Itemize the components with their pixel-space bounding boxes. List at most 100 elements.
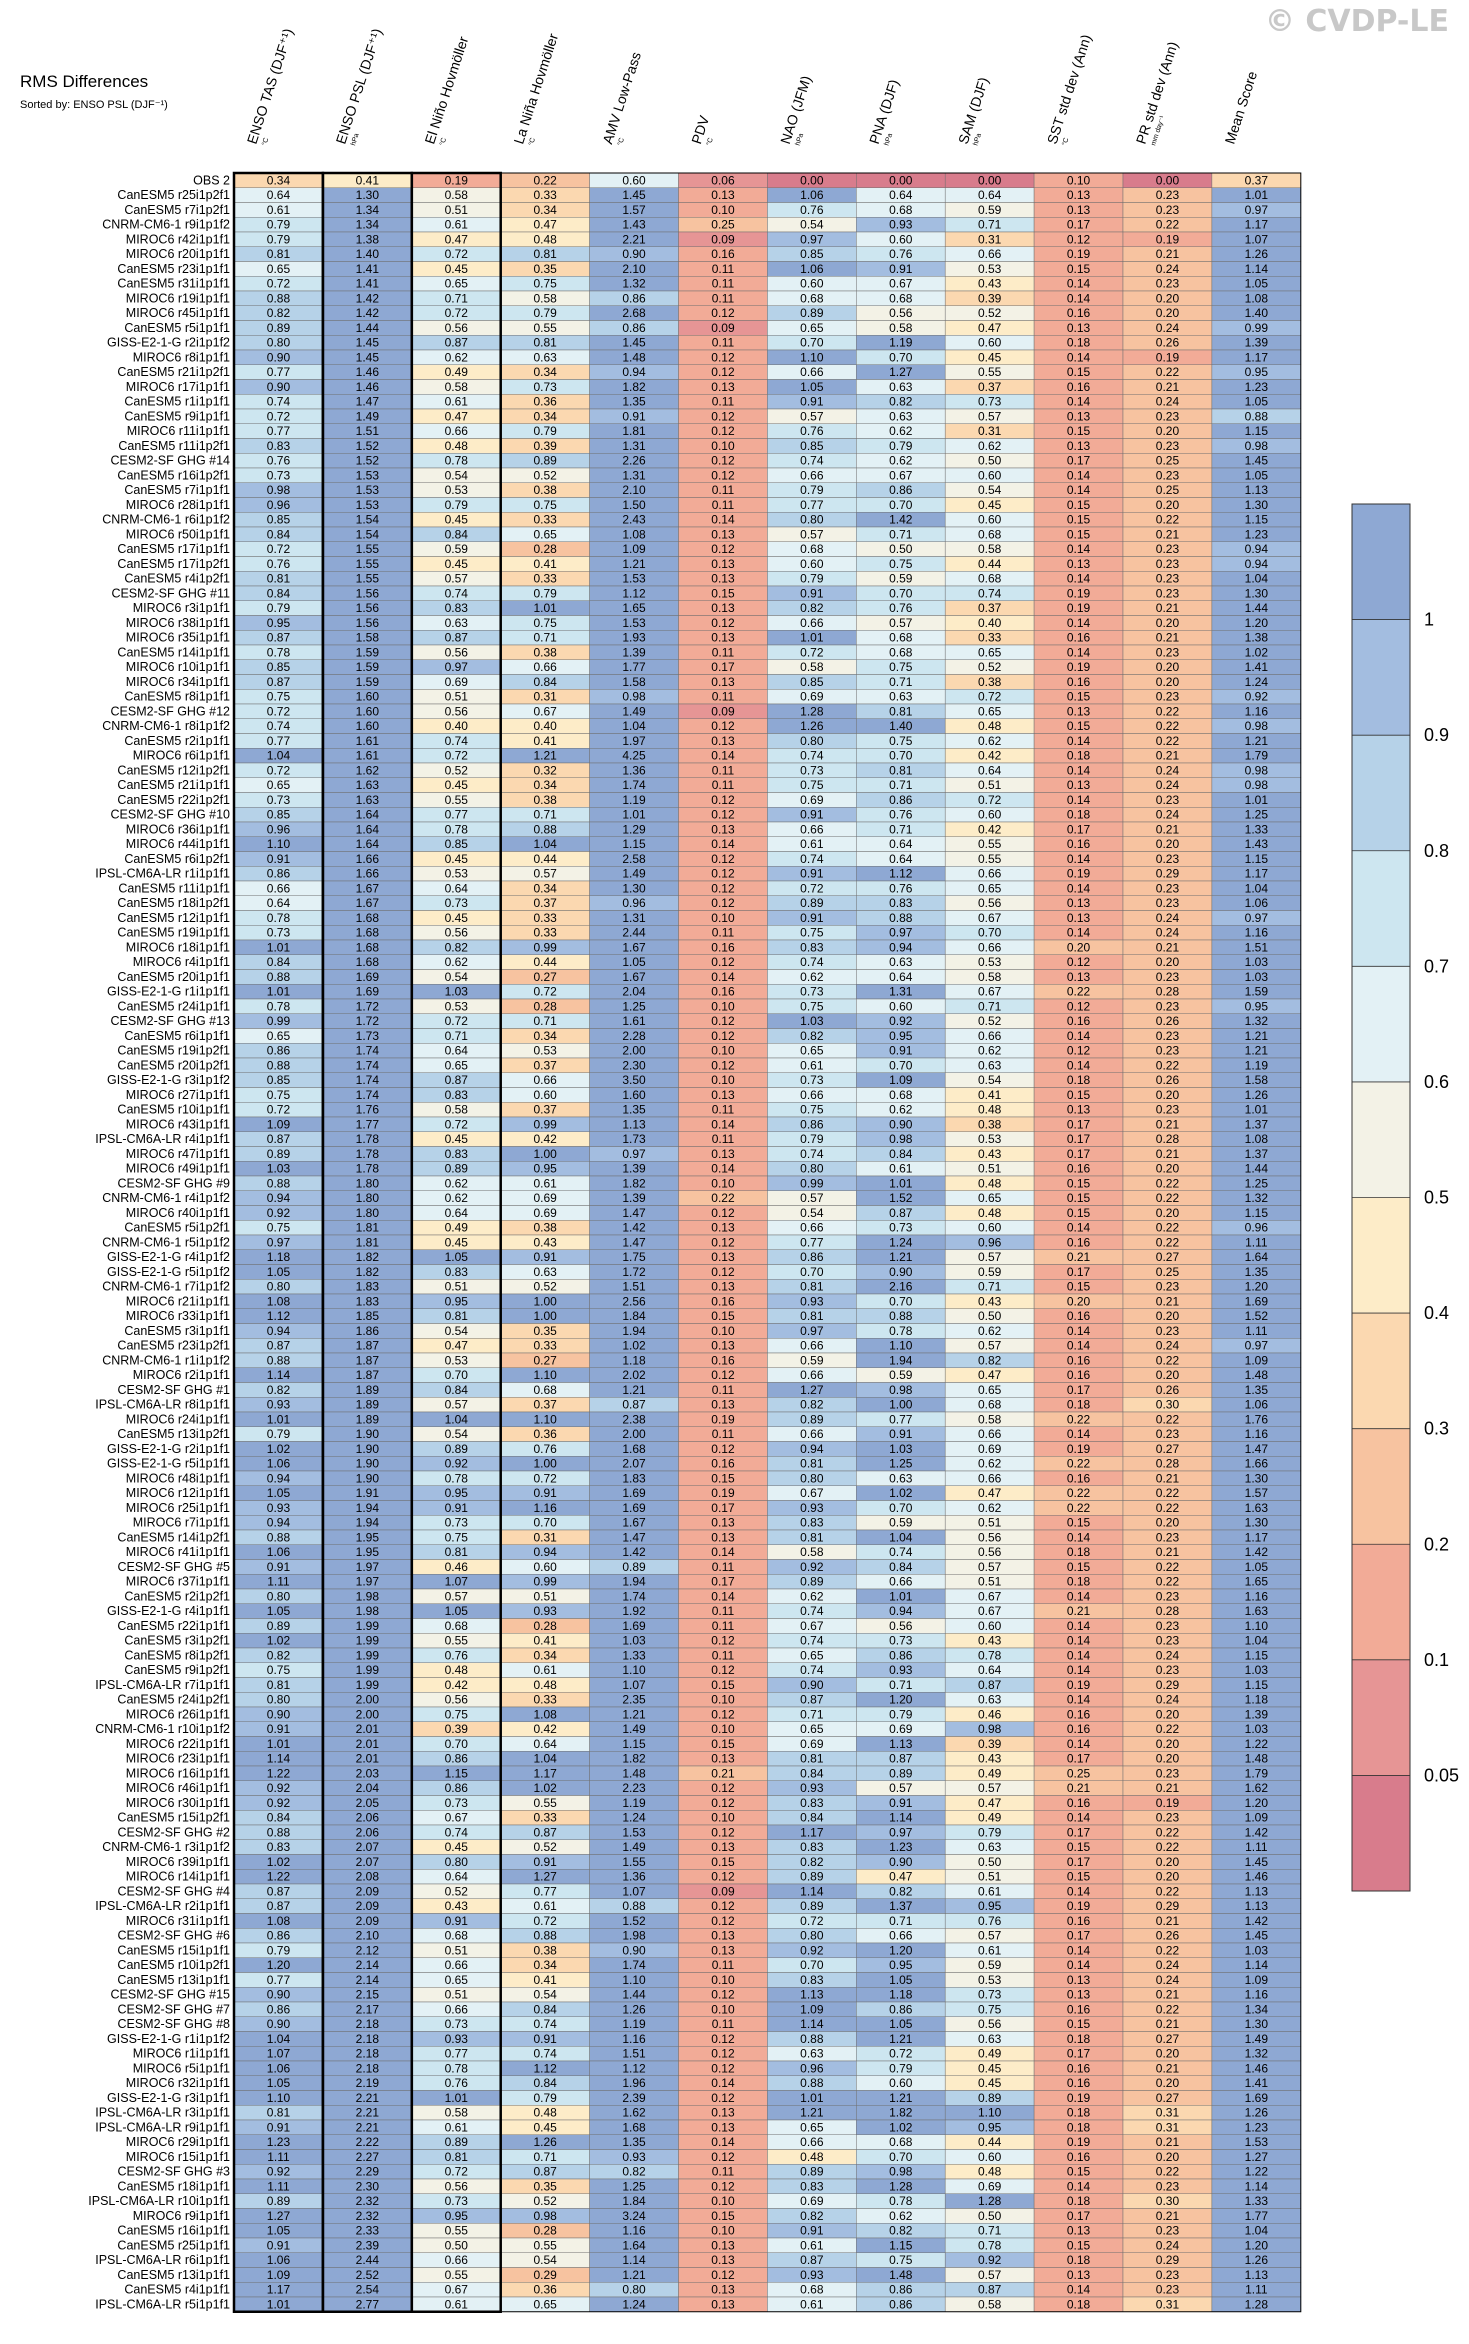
cell-value: 0.17 — [1067, 1117, 1091, 1131]
column-unit: hPa — [972, 133, 983, 147]
cell-value: 0.20 — [1156, 498, 1180, 512]
cell-value: 0.79 — [978, 1825, 1002, 1839]
cell-value: 0.63 — [445, 616, 469, 630]
cell-value: 0.11 — [712, 1103, 735, 1117]
cell-value: 0.73 — [800, 1073, 824, 1087]
cell-value: 0.75 — [445, 1707, 469, 1721]
cell-value: 1.14 — [267, 1368, 291, 1382]
cell-value: 0.21 — [1067, 1781, 1091, 1795]
cell-value: 0.76 — [445, 1648, 469, 1662]
cell-value: 0.54 — [978, 1073, 1002, 1087]
cell-value: 0.72 — [267, 277, 291, 291]
cell-value: 0.13 — [1067, 1103, 1091, 1117]
cell-value: 0.73 — [978, 395, 1002, 409]
cell-value: 0.75 — [445, 1530, 469, 1544]
row-label: MIROC6 r33i1p1f1 — [126, 1309, 230, 1323]
cell-value: 1.03 — [1245, 970, 1269, 984]
cell-value: 1.45 — [1245, 1855, 1269, 1869]
cell-value: 1.44 — [356, 321, 380, 335]
cell-value: 0.61 — [533, 1176, 557, 1190]
row-label: CESM2-SF GHG #4 — [117, 1884, 230, 1898]
cell-value: 1.53 — [356, 498, 380, 512]
cell-value: 0.09 — [711, 232, 735, 246]
cell-value: 2.14 — [356, 1973, 380, 1987]
cell-value: 1.34 — [1245, 2002, 1269, 2016]
cell-value: 0.79 — [533, 424, 557, 438]
cell-value: 0.83 — [800, 1973, 824, 1987]
cell-value: 0.87 — [533, 2165, 557, 2179]
column-unit: °C — [705, 137, 715, 147]
cell-value: 1.11 — [1245, 1324, 1268, 1338]
cell-value: 0.71 — [889, 1914, 913, 1928]
cell-value: 0.18 — [1067, 1545, 1091, 1559]
cell-value: 0.94 — [1245, 557, 1269, 571]
cell-value: 0.93 — [889, 218, 913, 232]
cell-value: 0.57 — [533, 867, 557, 881]
cell-value: 1.13 — [1245, 1899, 1269, 1913]
cell-value: 0.80 — [267, 1589, 291, 1603]
cell-value: 0.81 — [445, 1545, 469, 1559]
cell-value: 0.64 — [445, 881, 469, 895]
cell-value: 0.31 — [978, 424, 1002, 438]
cell-value: 1.20 — [1245, 1280, 1269, 1294]
cell-value: 0.59 — [889, 572, 913, 586]
cell-value: 0.97 — [800, 232, 824, 246]
cell-value: 0.34 — [533, 203, 557, 217]
cell-value: 0.54 — [445, 970, 469, 984]
cell-value: 1.10 — [1245, 1619, 1269, 1633]
cell-value: 2.01 — [356, 1722, 380, 1736]
cell-value: 0.14 — [711, 513, 735, 527]
row-label: MIROC6 r4i1p1f1 — [133, 955, 230, 969]
cell-value: 1.00 — [533, 1147, 557, 1161]
cell-value: 0.87 — [800, 2253, 824, 2267]
cell-value: 0.95 — [445, 2209, 469, 2223]
cell-value: 2.38 — [622, 1412, 646, 1426]
row-label: CanESM5 r16i1p1f1 — [117, 2224, 230, 2238]
cell-value: 1.99 — [356, 1663, 380, 1677]
cell-value: 2.15 — [356, 1988, 380, 2002]
column-header: La Niña Hovmöller — [510, 31, 561, 146]
cell-value: 0.24 — [1156, 1648, 1180, 1662]
cell-value: 0.75 — [978, 2002, 1002, 2016]
cell-value: 1.09 — [267, 1117, 291, 1131]
cell-value: 0.12 — [711, 1781, 735, 1795]
cell-value: 0.77 — [267, 365, 291, 379]
cell-value: 0.10 — [711, 1044, 735, 1058]
cell-value: 0.23 — [1156, 1663, 1180, 1677]
cell-value: 0.86 — [889, 793, 913, 807]
cell-value: 0.14 — [711, 2135, 735, 2149]
cell-value: 1.15 — [622, 1737, 646, 1751]
cell-value: 1.45 — [356, 350, 380, 364]
cell-value: 0.22 — [1067, 1412, 1091, 1426]
cell-value: 0.71 — [978, 218, 1002, 232]
row-label: MIROC6 r34i1p1f1 — [126, 675, 230, 689]
cell-value: 0.98 — [1245, 439, 1269, 453]
cell-value: 0.95 — [978, 1899, 1002, 1913]
cell-value: 0.12 — [1067, 955, 1091, 969]
cell-value: 0.52 — [445, 763, 469, 777]
cell-value: 1.12 — [533, 2061, 557, 2075]
cell-value: 1.39 — [622, 1191, 646, 1205]
colorbar-segment — [1352, 735, 1410, 851]
cell-value: 1.30 — [1245, 498, 1269, 512]
cell-value: 2.21 — [356, 2091, 380, 2105]
cell-value: 0.70 — [889, 2150, 913, 2164]
cell-value: 0.87 — [445, 336, 469, 350]
row-label: MIROC6 r5i1p1f1 — [133, 2061, 230, 2075]
cell-value: 1.66 — [1245, 1457, 1269, 1471]
row-label: CanESM5 r6i1p2f1 — [124, 852, 230, 866]
cell-value: 0.45 — [445, 557, 469, 571]
cell-value: 0.16 — [1067, 837, 1091, 851]
cell-value: 1.49 — [622, 867, 646, 881]
cell-value: 1.83 — [356, 1294, 380, 1308]
cell-value: 1.52 — [356, 454, 380, 468]
cell-value: 0.45 — [445, 513, 469, 527]
cell-value: 1.31 — [622, 468, 646, 482]
cell-value: 0.49 — [445, 365, 469, 379]
cell-value: 0.63 — [978, 1693, 1002, 1707]
cell-value: 0.88 — [267, 291, 291, 305]
cell-value: 0.84 — [533, 2002, 557, 2016]
cell-value: 0.68 — [445, 1929, 469, 1943]
cell-value: 0.89 — [267, 2194, 291, 2208]
cell-value: 0.87 — [800, 1693, 824, 1707]
